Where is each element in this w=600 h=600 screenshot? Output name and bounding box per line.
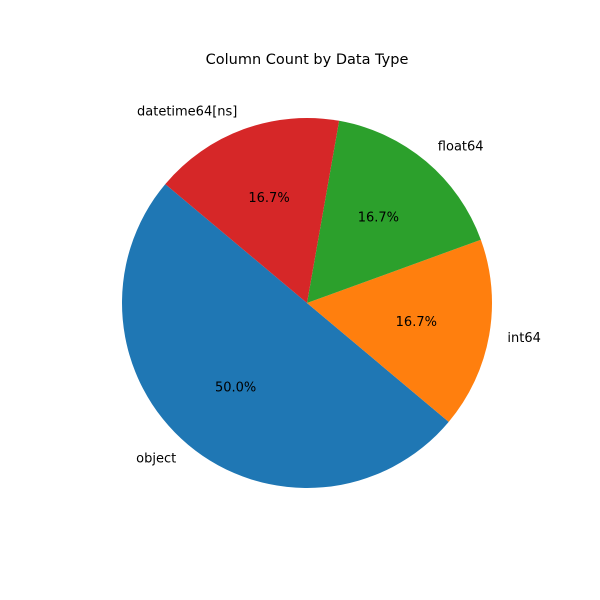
slice-label: int64	[507, 331, 541, 346]
pie-slice-float64	[307, 120, 481, 303]
pie-slice-datetime64-ns-	[165, 118, 340, 303]
percent-label: 50.0%	[215, 381, 256, 396]
slice-label: float64	[438, 140, 484, 155]
percent-label: 16.7%	[358, 210, 399, 225]
pie-labels: 50.0% object 16.7% int64 16.7% float64 16.7% da…	[136, 104, 541, 466]
percent-label: 16.7%	[248, 191, 289, 206]
slice-label: object	[136, 451, 176, 466]
pie-slice-int64	[307, 239, 493, 422]
pie-slices	[122, 118, 493, 489]
slice-label: datetime64[ns]	[137, 104, 237, 119]
percent-label: 16.7%	[396, 315, 437, 330]
pie-slice-object	[122, 184, 449, 489]
chart-title: Column Count by Data Type	[206, 52, 409, 68]
